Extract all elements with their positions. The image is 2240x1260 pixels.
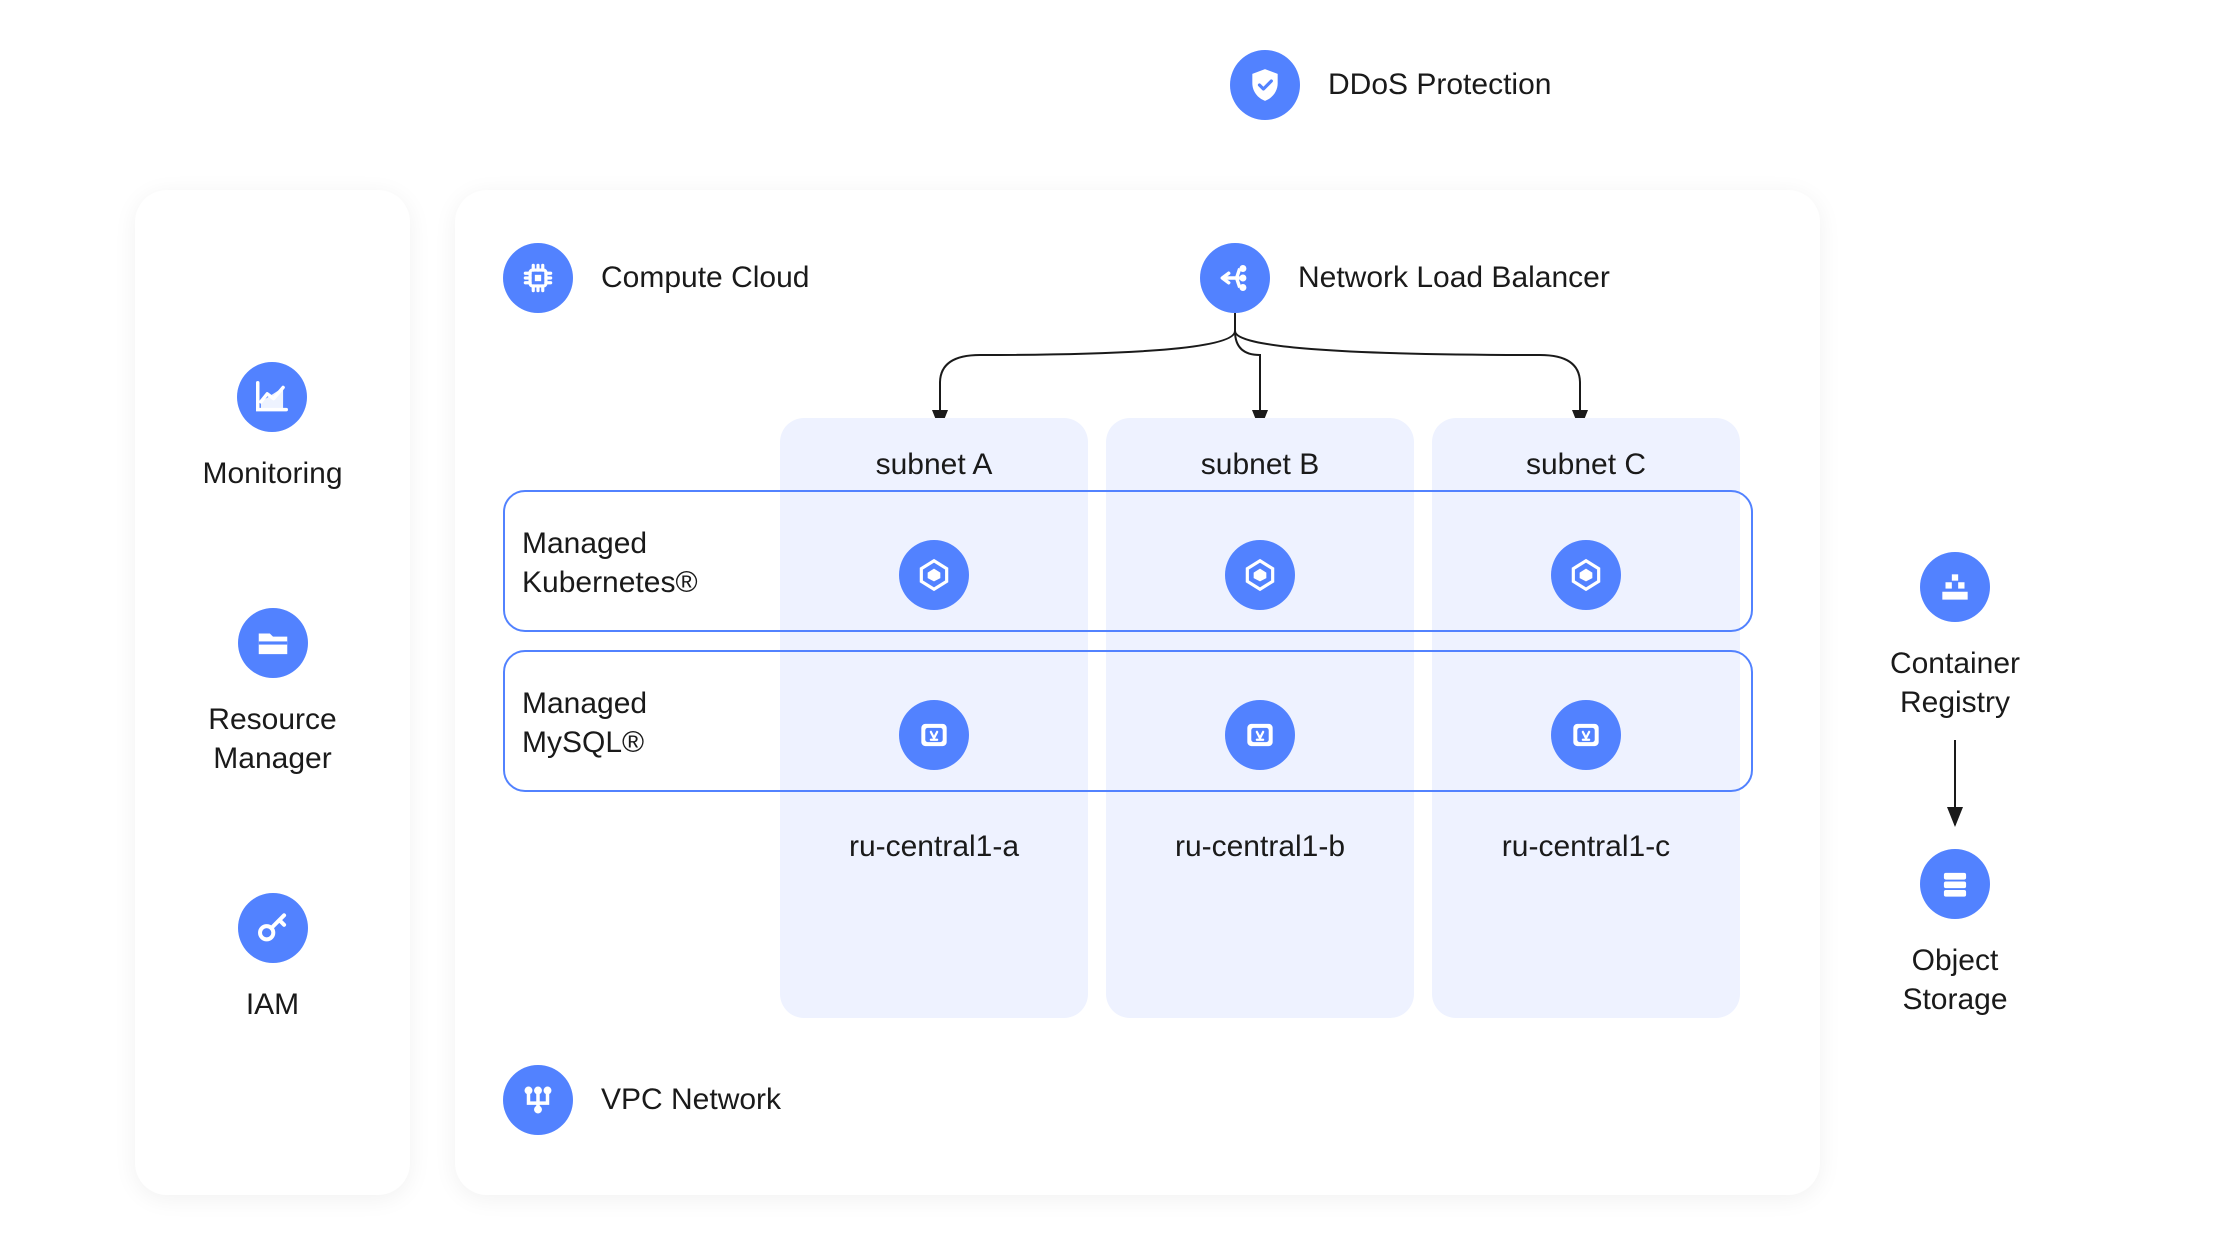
iam-label: IAM	[246, 985, 299, 1024]
ddos-node: DDoS Protection	[1230, 50, 1551, 120]
mysql-row-label: ManagedMySQL®	[522, 684, 772, 762]
nlb-label: Network Load Balancer	[1298, 261, 1610, 295]
monitoring-label: Monitoring	[202, 454, 342, 493]
resource-manager-node: ResourceManager	[208, 608, 336, 778]
compute-node: Compute Cloud	[503, 243, 809, 313]
registry-label: ContainerRegistry	[1890, 644, 2020, 722]
architecture-diagram: DDoS Protection Monitoring ResourceManag…	[0, 0, 2240, 1260]
subnet-a-title: subnet A	[876, 448, 993, 482]
storage-label: ObjectStorage	[1902, 941, 2007, 1019]
key-icon	[238, 893, 308, 963]
compute-label: Compute Cloud	[601, 261, 809, 295]
container-registry-node: ContainerRegistry	[1890, 552, 2020, 722]
network-icon	[503, 1065, 573, 1135]
zone-a-label: ru-central1-a	[849, 830, 1019, 864]
kubernetes-row-label: ManagedKubernetes®	[522, 524, 772, 602]
monitoring-node: Monitoring	[202, 362, 342, 493]
side-panel: Monitoring ResourceManager IAM	[135, 190, 410, 1195]
vpc-label: VPC Network	[601, 1083, 781, 1117]
cpu-icon	[503, 243, 573, 313]
registry-arrow	[1935, 740, 1975, 835]
folder-icon	[238, 608, 308, 678]
load-balancer-icon	[1200, 243, 1270, 313]
ddos-label: DDoS Protection	[1328, 68, 1551, 102]
storage-icon	[1920, 849, 1990, 919]
shield-icon	[1230, 50, 1300, 120]
vpc-node: VPC Network	[503, 1065, 781, 1135]
registry-icon	[1920, 552, 1990, 622]
zone-b-label: ru-central1-b	[1175, 830, 1345, 864]
zone-c-label: ru-central1-c	[1502, 830, 1670, 864]
iam-node: IAM	[238, 893, 308, 1024]
object-storage-node: ObjectStorage	[1902, 849, 2007, 1019]
right-column: ContainerRegistry ObjectStorage	[1850, 552, 2060, 1019]
chart-icon	[237, 362, 307, 432]
subnet-b-title: subnet B	[1201, 448, 1319, 482]
nlb-node: Network Load Balancer	[1200, 243, 1610, 313]
subnet-c-title: subnet C	[1526, 448, 1646, 482]
resource-manager-label: ResourceManager	[208, 700, 336, 778]
